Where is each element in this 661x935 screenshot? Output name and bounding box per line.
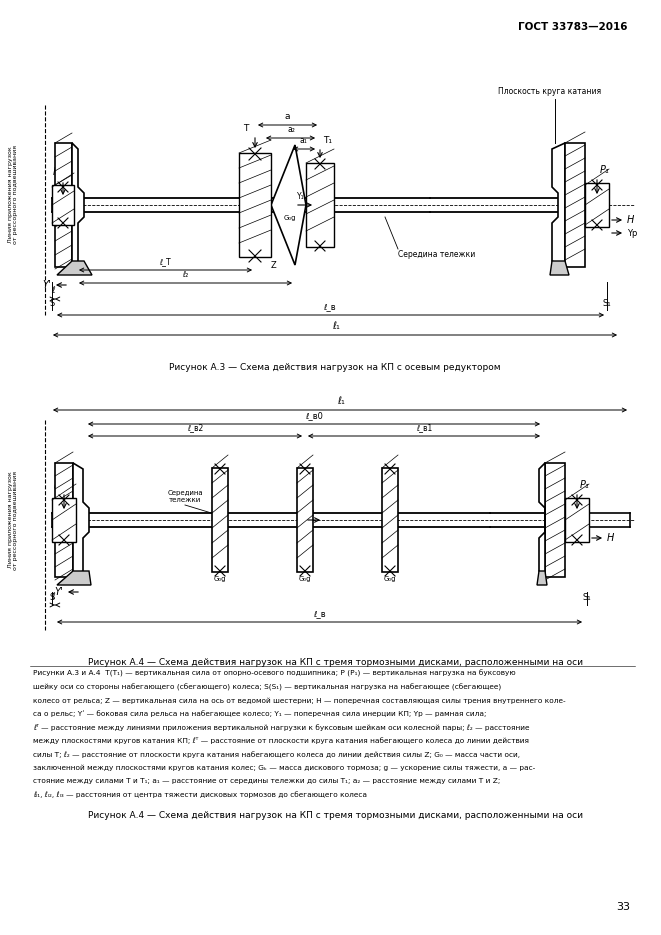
Text: Y₁: Y₁ <box>297 192 305 201</box>
Text: ℓ: ℓ <box>51 592 55 601</box>
Text: Рисунки А.3 и А.4  T(T₁) — вертикальная сила от опорно-осевого подшипника; P (P₁: Рисунки А.3 и А.4 T(T₁) — вертикальная с… <box>33 670 516 677</box>
Text: ℓ_в0: ℓ_в0 <box>305 411 323 420</box>
Text: Yр: Yр <box>627 228 637 237</box>
Text: G₀g: G₀g <box>284 215 296 221</box>
Polygon shape <box>297 468 313 572</box>
Polygon shape <box>73 463 89 577</box>
Polygon shape <box>239 153 271 257</box>
Polygon shape <box>565 143 585 267</box>
Text: G₀g: G₀g <box>384 576 396 582</box>
Text: S: S <box>50 593 55 602</box>
Text: Рисунок А.4 — Схема действия нагрузок на КП с тремя тормозными дисками, располож: Рисунок А.4 — Схема действия нагрузок на… <box>87 658 582 667</box>
Polygon shape <box>550 261 569 275</box>
Text: H: H <box>607 533 614 543</box>
Text: S: S <box>50 299 55 308</box>
Text: S₁: S₁ <box>603 299 611 308</box>
Text: P: P <box>54 480 60 490</box>
Text: ℓ_в: ℓ_в <box>323 302 335 311</box>
Text: заключенной между плоскостями кругов катания колес; Gₖ — масса дискового тормоза: заключенной между плоскостями кругов кат… <box>33 765 535 771</box>
Text: S₁: S₁ <box>583 593 592 602</box>
Polygon shape <box>57 261 92 275</box>
Polygon shape <box>545 463 565 577</box>
Text: Середина тележки: Середина тележки <box>398 250 475 259</box>
Text: P: P <box>53 167 59 177</box>
Text: шейку оси со стороны набегающего (сбегающего) колеса; S(S₁) — вертикальная нагру: шейку оси со стороны набегающего (сбегаю… <box>33 683 501 691</box>
Text: силы T; ℓ₂ — расстояние от плоскости круга катания набегающего колеса до линии д: силы T; ℓ₂ — расстояние от плоскости кру… <box>33 751 520 758</box>
Polygon shape <box>537 571 547 585</box>
Text: T₁: T₁ <box>323 136 332 145</box>
Text: ГОСТ 33783—2016: ГОСТ 33783—2016 <box>518 22 628 32</box>
Text: Y': Y' <box>54 587 63 597</box>
Text: ℓₗ₁, ℓₗ₂, ℓₗ₃ — расстояния от центра тяжести дисковых тормозов до сбегающего кол: ℓₗ₁, ℓₗ₂, ℓₗ₃ — расстояния от центра тяж… <box>33 792 367 798</box>
Text: Середина
тележки: Середина тележки <box>167 490 203 503</box>
Polygon shape <box>271 145 306 265</box>
Text: ℓᵀ — расстояние между линиями приложения вертикальной нагрузки к буксовым шейкам: ℓᵀ — расстояние между линиями приложения… <box>33 724 529 731</box>
Polygon shape <box>57 571 91 585</box>
Text: ℓ_T: ℓ_T <box>159 257 171 266</box>
Polygon shape <box>52 185 74 225</box>
Polygon shape <box>52 498 76 542</box>
Polygon shape <box>382 468 398 572</box>
Text: a: a <box>284 112 290 121</box>
Text: Z: Z <box>271 261 277 270</box>
Text: между плоскостями кругов катания КП; ℓᵀ — расстояние от плоскости круга катания : между плоскостями кругов катания КП; ℓᵀ … <box>33 738 529 744</box>
Text: ℓ₁: ℓ₁ <box>337 396 345 406</box>
Text: a₂: a₂ <box>287 125 295 134</box>
Text: Плоскость круга катания: Плоскость круга катания <box>498 87 602 96</box>
Text: P₁: P₁ <box>580 480 590 490</box>
Text: колесо от рельса; Z — вертикальная сила на ось от ведомой шестерни; H — поперечн: колесо от рельса; Z — вертикальная сила … <box>33 697 566 703</box>
Text: ℓ₂: ℓ₂ <box>182 270 188 279</box>
Text: Рисунок А.3 — Схема действия нагрузок на КП с осевым редуктором: Рисунок А.3 — Схема действия нагрузок на… <box>169 363 501 372</box>
Text: H: H <box>627 215 635 225</box>
Polygon shape <box>539 463 545 577</box>
Text: ℓ_в: ℓ_в <box>313 609 325 618</box>
Text: P₁: P₁ <box>600 165 609 175</box>
Polygon shape <box>212 468 228 572</box>
Text: a₁: a₁ <box>299 136 307 145</box>
Text: 33: 33 <box>616 902 630 912</box>
Text: Y': Y' <box>42 280 51 290</box>
Polygon shape <box>585 183 609 227</box>
Text: ℓ: ℓ <box>51 286 55 295</box>
Text: Рисунок А.4 — Схема действия нагрузок на КП с тремя тормозными дисками, располож: Рисунок А.4 — Схема действия нагрузок на… <box>87 811 582 820</box>
Polygon shape <box>552 143 565 267</box>
Text: Y₁: Y₁ <box>308 507 315 516</box>
Polygon shape <box>72 143 84 267</box>
Polygon shape <box>55 463 73 577</box>
Polygon shape <box>55 143 72 267</box>
Text: G₀g: G₀g <box>214 576 226 582</box>
Text: са о рельс; Yʹ — боковая сила рельса на набегающее колесо; Y₁ — поперечная сила : са о рельс; Yʹ — боковая сила рельса на … <box>33 711 486 717</box>
Polygon shape <box>565 498 589 542</box>
Text: ℓ_в1: ℓ_в1 <box>416 423 432 432</box>
Text: G₀g: G₀g <box>299 576 311 582</box>
Text: ℓ_в2: ℓ_в2 <box>187 423 203 432</box>
Text: T: T <box>243 124 248 133</box>
Text: Линия приложения нагрузок
от рессорного подвешивания: Линия приложения нагрузок от рессорного … <box>7 146 19 244</box>
Text: стояние между силами T и T₁; a₁ — расстояние от середины тележки до силы T₁; a₂ : стояние между силами T и T₁; a₁ — рассто… <box>33 778 500 784</box>
Text: ℓ₁: ℓ₁ <box>332 321 340 331</box>
Polygon shape <box>306 163 334 247</box>
Text: Линия приложения нагрузок
от рессорного подвешивания: Линия приложения нагрузок от рессорного … <box>7 470 19 569</box>
